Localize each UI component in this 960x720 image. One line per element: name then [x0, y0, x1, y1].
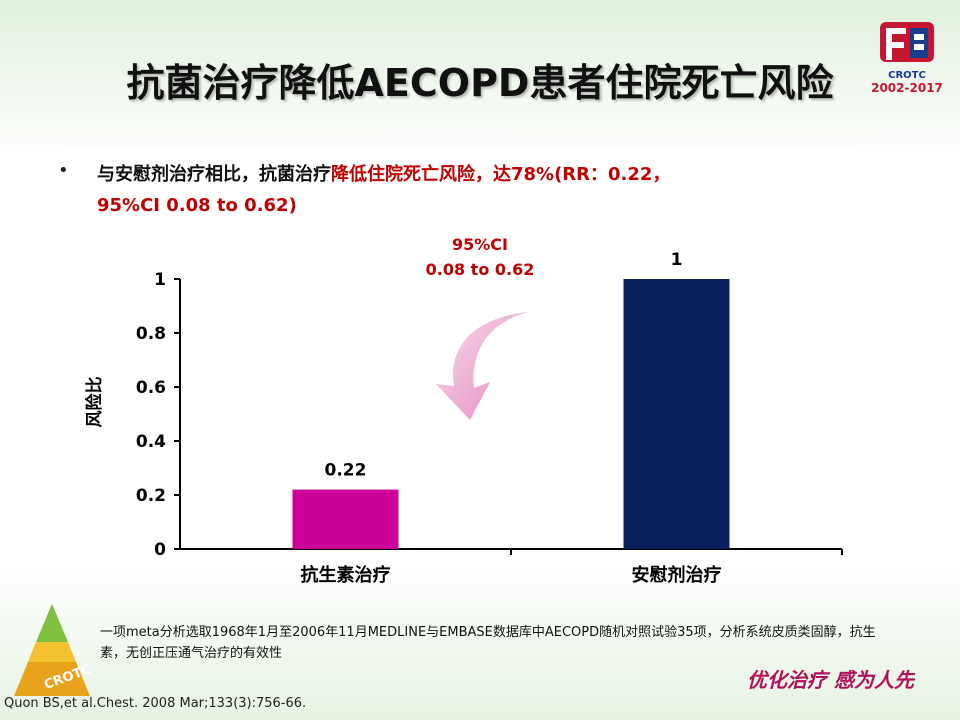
bullet-text-black: 与安慰剂治疗相比，抗菌治疗 [97, 164, 331, 185]
y-tick-label: 0 [154, 540, 166, 560]
slogan: 优化治疗 感为人先 [747, 668, 914, 692]
x-category-label: 抗生素治疗 [301, 564, 391, 586]
ci-annotation-line2: 0.08 to 0.62 [425, 260, 535, 279]
bar-value-label: 0.22 [325, 461, 367, 481]
logo-years: CROTC 2002-2017 [868, 70, 946, 95]
reduction-arrow-icon [436, 312, 528, 420]
slide-title: 抗菌治疗降低AECOPD患者住院死亡风险 [126, 61, 834, 105]
y-tick-label: 1 [154, 270, 166, 290]
bar-value-label: 1 [671, 250, 683, 270]
crotc-pyramid-logo: CROTC [14, 604, 93, 696]
logo-name: CROTC [888, 70, 926, 81]
y-tick-label: 0.4 [136, 432, 166, 452]
y-axis-label: 风险比 [84, 377, 105, 428]
logo-years-text: 2002-2017 [871, 81, 943, 95]
citation: Quon BS,et al.Chest. 2008 Mar;133(3):756… [4, 696, 307, 711]
y-tick-label: 0.8 [136, 324, 166, 344]
bullet-marker: • [58, 160, 69, 181]
study-footnote: 一项meta分析选取1968年1月至2006年11月MEDLINE与EMBASE… [100, 625, 876, 661]
bullet-background [58, 150, 858, 228]
bar [292, 489, 399, 549]
crotc-logo [880, 22, 934, 62]
bullet-text-red: 降低住院死亡风险，达78%(RR：0.22， [331, 164, 671, 185]
ci-annotation: 95%CI 0.08 to 0.62 [400, 232, 560, 282]
bar [623, 279, 730, 549]
bullet-line-1: 与安慰剂治疗相比，抗菌治疗降低住院死亡风险，达78%(RR：0.22， [97, 160, 670, 186]
y-tick-label: 0.2 [136, 486, 166, 506]
x-category-label: 安慰剂治疗 [632, 564, 722, 586]
bullet-line-2: 95%CI 0.08 to 0.62) [97, 195, 297, 216]
ci-annotation-line1: 95%CI [452, 235, 508, 254]
y-tick-label: 0.6 [136, 378, 166, 398]
